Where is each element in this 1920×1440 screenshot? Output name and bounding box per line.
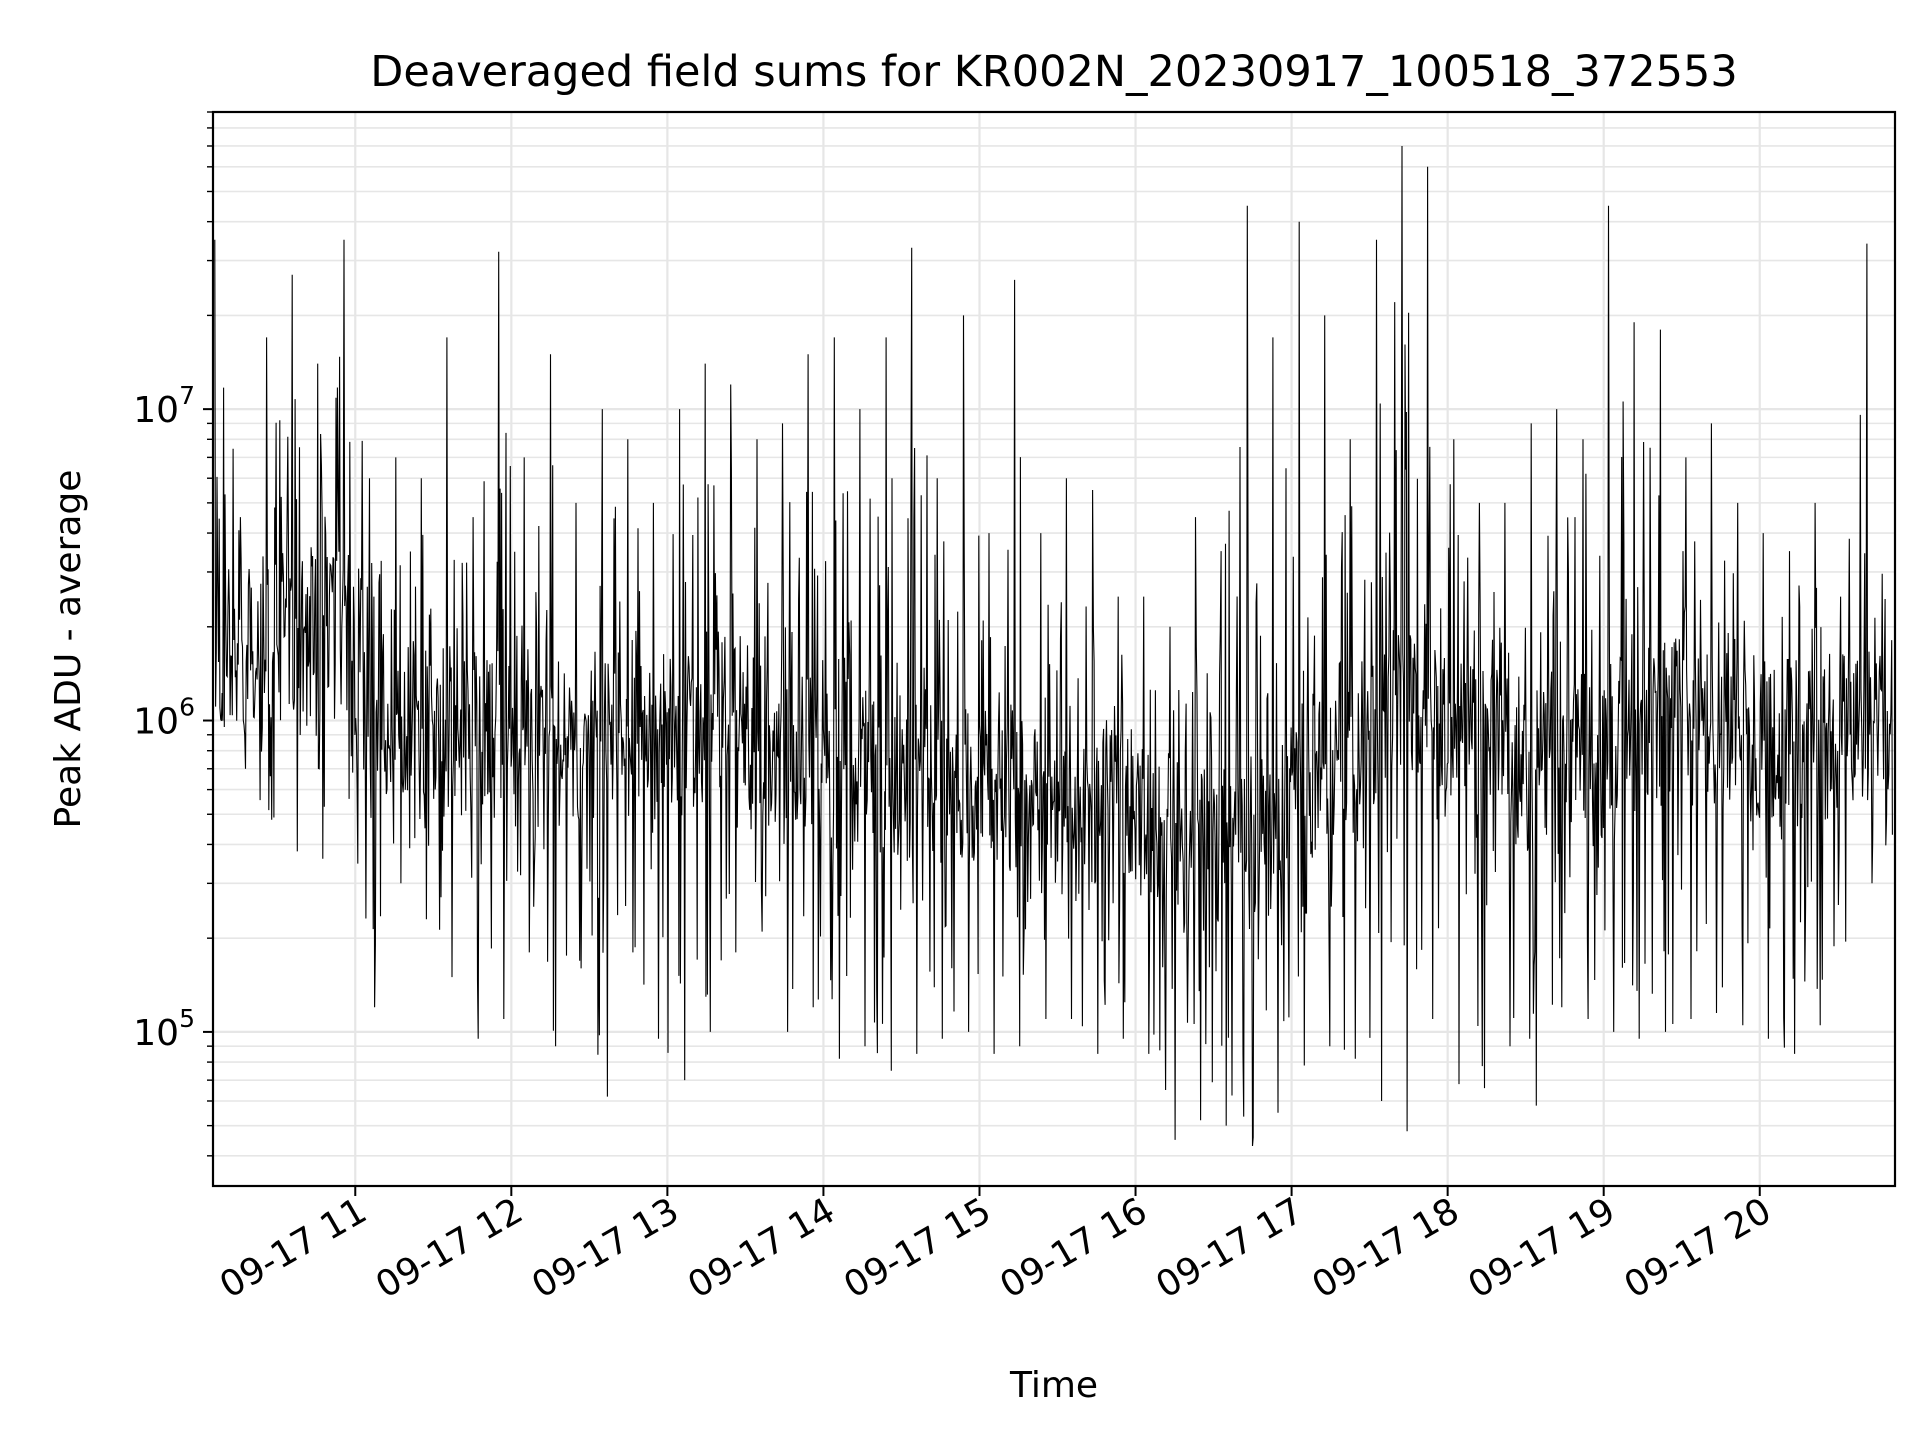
y-axis-label: Peak ADU - average bbox=[48, 470, 89, 829]
plot-frame bbox=[211, 110, 1897, 1188]
y-tick-label: 105 bbox=[133, 1004, 195, 1054]
x-axis-label: Time bbox=[1009, 1365, 1098, 1406]
x-tick-label: 09-17 14 bbox=[681, 1190, 842, 1306]
x-tick-label: 09-17 20 bbox=[1618, 1190, 1779, 1306]
x-tick-label: 09-17 11 bbox=[213, 1190, 374, 1306]
grid bbox=[213, 111, 1895, 1186]
x-tick-label: 09-17 18 bbox=[1305, 1190, 1466, 1306]
data-series bbox=[214, 145, 1893, 1147]
y-tick-label: 106 bbox=[133, 693, 195, 743]
x-tick-label: 09-17 12 bbox=[369, 1190, 530, 1306]
x-tick-label: 09-17 17 bbox=[1149, 1190, 1310, 1306]
x-tick-label: 09-17 15 bbox=[837, 1190, 998, 1306]
y-tick-label: 107 bbox=[133, 381, 195, 431]
x-tick-label: 09-17 16 bbox=[993, 1190, 1154, 1306]
series-line bbox=[214, 145, 1893, 1147]
x-tick-label: 09-17 19 bbox=[1462, 1190, 1623, 1306]
chart-title: Deaveraged field sums for KR002N_2023091… bbox=[370, 47, 1737, 97]
y-axis: 105 106 107 bbox=[133, 111, 213, 1157]
x-tick-label: 09-17 13 bbox=[525, 1190, 686, 1306]
